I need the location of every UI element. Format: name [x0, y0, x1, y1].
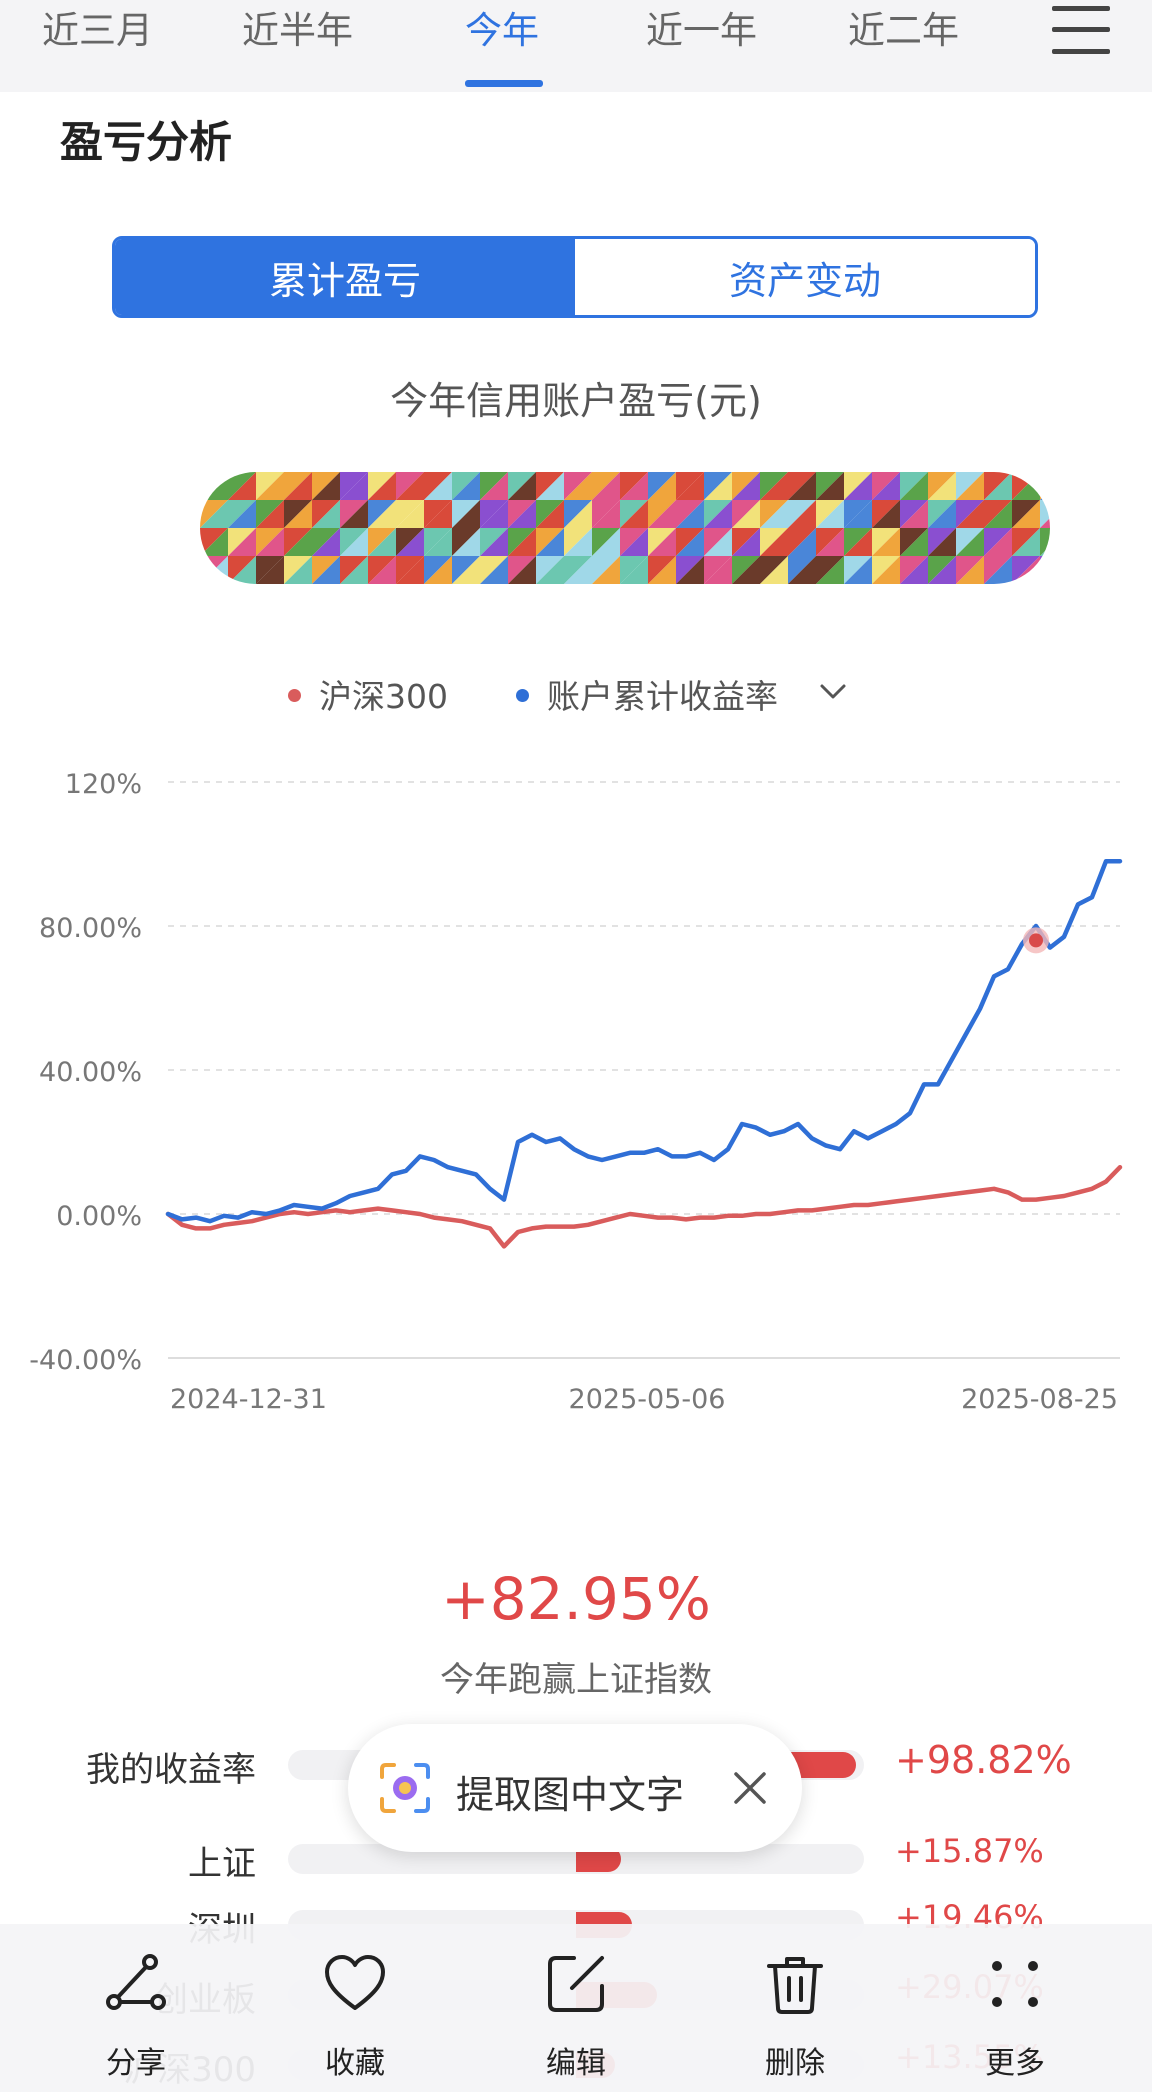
redacted-amount-mosaic	[200, 472, 1050, 584]
legend-item-benchmark[interactable]: 沪深300	[288, 670, 448, 716]
more-icon	[992, 1961, 1038, 2007]
favorite-label: 收藏	[325, 2046, 385, 2081]
comparison-value: +98.82%	[895, 1738, 1072, 1782]
edit-icon	[548, 1956, 604, 2012]
segment-cumulative-pnl[interactable]: 累计盈亏	[115, 239, 575, 315]
y-tick-label: 0.00%	[56, 1201, 142, 1232]
bottom-toolbar: 分享 收藏 编辑 删除 更多	[0, 1924, 1152, 2092]
legend-label-benchmark: 沪深300	[319, 677, 448, 716]
beat-index-label: 今年跑赢上证指数	[440, 1660, 712, 1700]
tab-two-years[interactable]: 近二年	[848, 9, 959, 52]
edit-button[interactable]: 编辑	[496, 1924, 656, 2092]
segment-asset-change[interactable]: 资产变动	[575, 239, 1035, 315]
tab-three-months[interactable]: 近三月	[42, 9, 153, 52]
legend-dot-blue	[516, 689, 529, 702]
heart-icon	[325, 1955, 385, 2010]
x-tick-label: 2024-12-31	[170, 1384, 327, 1415]
share-label: 分享	[106, 2046, 166, 2081]
legend-dot-red	[288, 689, 301, 702]
close-icon[interactable]	[726, 1764, 774, 1812]
tab-half-year[interactable]: 近半年	[242, 9, 353, 52]
series-line-account	[165, 858, 1123, 1224]
share-icon	[106, 1954, 166, 2010]
extract-text-label: 提取图中文字	[456, 1773, 685, 1817]
period-tab-bar: 近三月 近半年 今年 近一年 近二年	[0, 0, 1152, 92]
text-scan-icon	[380, 1763, 430, 1813]
view-segmented-control: 累计盈亏 资产变动	[112, 236, 1038, 318]
chevron-down-icon[interactable]	[818, 676, 848, 706]
more-label: 更多	[985, 2046, 1045, 2081]
y-tick-label: -40.00%	[29, 1345, 142, 1376]
series-line-benchmark	[165, 1164, 1123, 1249]
trash-icon	[767, 1957, 823, 2014]
delete-label: 删除	[765, 2046, 825, 2081]
active-tab-indicator	[465, 80, 543, 87]
comparison-label: 上证	[188, 1844, 256, 1884]
x-tick-label: 2025-08-25	[961, 1384, 1118, 1415]
cumulative-return-chart: 120% 80.00% 40.00% 0.00% -40.00% 2024-12-31 20…	[29, 769, 1123, 1415]
beat-index-percent: +82.95%	[441, 1565, 711, 1633]
favorite-button[interactable]: 收藏	[275, 1924, 435, 2092]
comparison-label: 我的收益率	[86, 1750, 256, 1790]
legend-label-account: 账户累计收益率	[547, 677, 778, 716]
y-tick-label: 120%	[65, 769, 142, 800]
tab-this-year[interactable]: 今年	[465, 9, 539, 52]
y-tick-label: 80.00%	[39, 913, 142, 944]
share-button[interactable]: 分享	[56, 1924, 216, 2092]
tab-one-year[interactable]: 近一年	[646, 9, 757, 52]
x-tick-label: 2025-05-06	[569, 1384, 726, 1415]
extract-text-pill[interactable]: 提取图中文字	[348, 1724, 802, 1852]
chart-title: 今年信用账户盈亏(元)	[390, 379, 762, 423]
hamburger-menu-icon[interactable]	[1052, 4, 1110, 54]
legend-item-account[interactable]: 账户累计收益率	[516, 670, 778, 716]
comparison-value: +15.87%	[895, 1832, 1044, 1870]
delete-button[interactable]: 删除	[715, 1924, 875, 2092]
y-tick-label: 40.00%	[39, 1057, 142, 1088]
edit-label: 编辑	[546, 2046, 606, 2081]
section-title: 盈亏分析	[60, 118, 232, 168]
more-button[interactable]: 更多	[935, 1924, 1095, 2092]
marker-point	[1029, 933, 1043, 948]
